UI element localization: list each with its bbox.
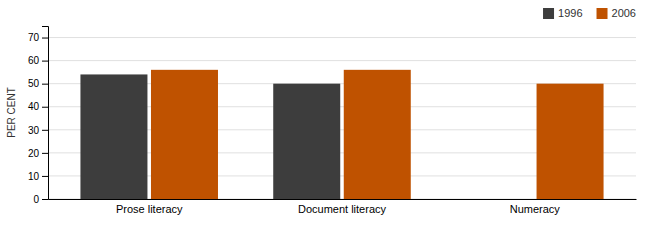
y-axis: 0 10 20 30 40 50 60 70 [28, 27, 49, 205]
y-tick-label: 10 [28, 171, 40, 182]
y-tick-mark [42, 153, 48, 154]
x-tick-label: Numeracy [510, 203, 561, 215]
grid-line [48, 37, 636, 38]
y-tick-label: 40 [28, 101, 40, 112]
y-axis-title: PER CENT [6, 87, 17, 138]
y-tick-label: 20 [28, 148, 40, 159]
y-tick: 50 [28, 78, 48, 89]
x-tick: Numeracy [510, 203, 561, 215]
x-tick-label: Prose literacy [116, 203, 183, 215]
legend-item: 1996 [543, 7, 582, 19]
y-tick-mark [42, 176, 48, 177]
y-tick-label: 50 [28, 78, 40, 89]
y-tick: 20 [28, 148, 48, 159]
y-tick-mark [42, 107, 48, 108]
legend-label: 2006 [612, 7, 636, 19]
chart: 0 10 20 30 40 50 60 70 Prose literacy Document li… [0, 0, 650, 225]
y-axis-line [42, 27, 49, 200]
bar [273, 84, 340, 199]
grid [48, 38, 636, 199]
x-tick: Document literacy [298, 203, 387, 215]
x-tick: Prose literacy [116, 203, 183, 215]
legend-item: 2006 [597, 7, 636, 19]
y-tick: 40 [28, 101, 48, 112]
grid-line [48, 60, 636, 61]
legend-label: 1996 [558, 7, 582, 19]
plot-area: 0 10 20 30 40 50 60 70 Prose literacy Document li… [28, 27, 637, 215]
y-tick-label: 60 [28, 55, 40, 66]
x-axis: Prose literacy Document literacy Numeracy [49, 200, 637, 215]
bar [80, 74, 147, 199]
y-tick-mark [42, 199, 48, 200]
y-tick: 30 [28, 125, 48, 136]
legend: 1996 2006 [543, 7, 636, 19]
y-tick-label: 70 [28, 32, 40, 43]
bar [537, 84, 604, 199]
bar [344, 70, 411, 199]
y-tick-mark [42, 84, 48, 85]
bar [151, 70, 218, 199]
bar [466, 199, 533, 200]
y-tick-label: 30 [28, 125, 40, 136]
x-axis-line [49, 199, 637, 200]
x-tick-label: Document literacy [298, 203, 387, 215]
y-tick: 10 [28, 171, 48, 182]
y-tick: 0 [33, 194, 48, 205]
y-tick-mark [42, 61, 48, 62]
legend-swatch [597, 8, 608, 19]
legend-swatch [543, 8, 554, 19]
bars [80, 70, 603, 199]
y-tick-label: 0 [33, 194, 39, 205]
y-tick: 60 [28, 55, 48, 66]
y-tick-mark [42, 38, 48, 39]
y-tick: 70 [28, 32, 48, 43]
bar-series [151, 70, 604, 199]
y-tick-mark [42, 130, 48, 131]
